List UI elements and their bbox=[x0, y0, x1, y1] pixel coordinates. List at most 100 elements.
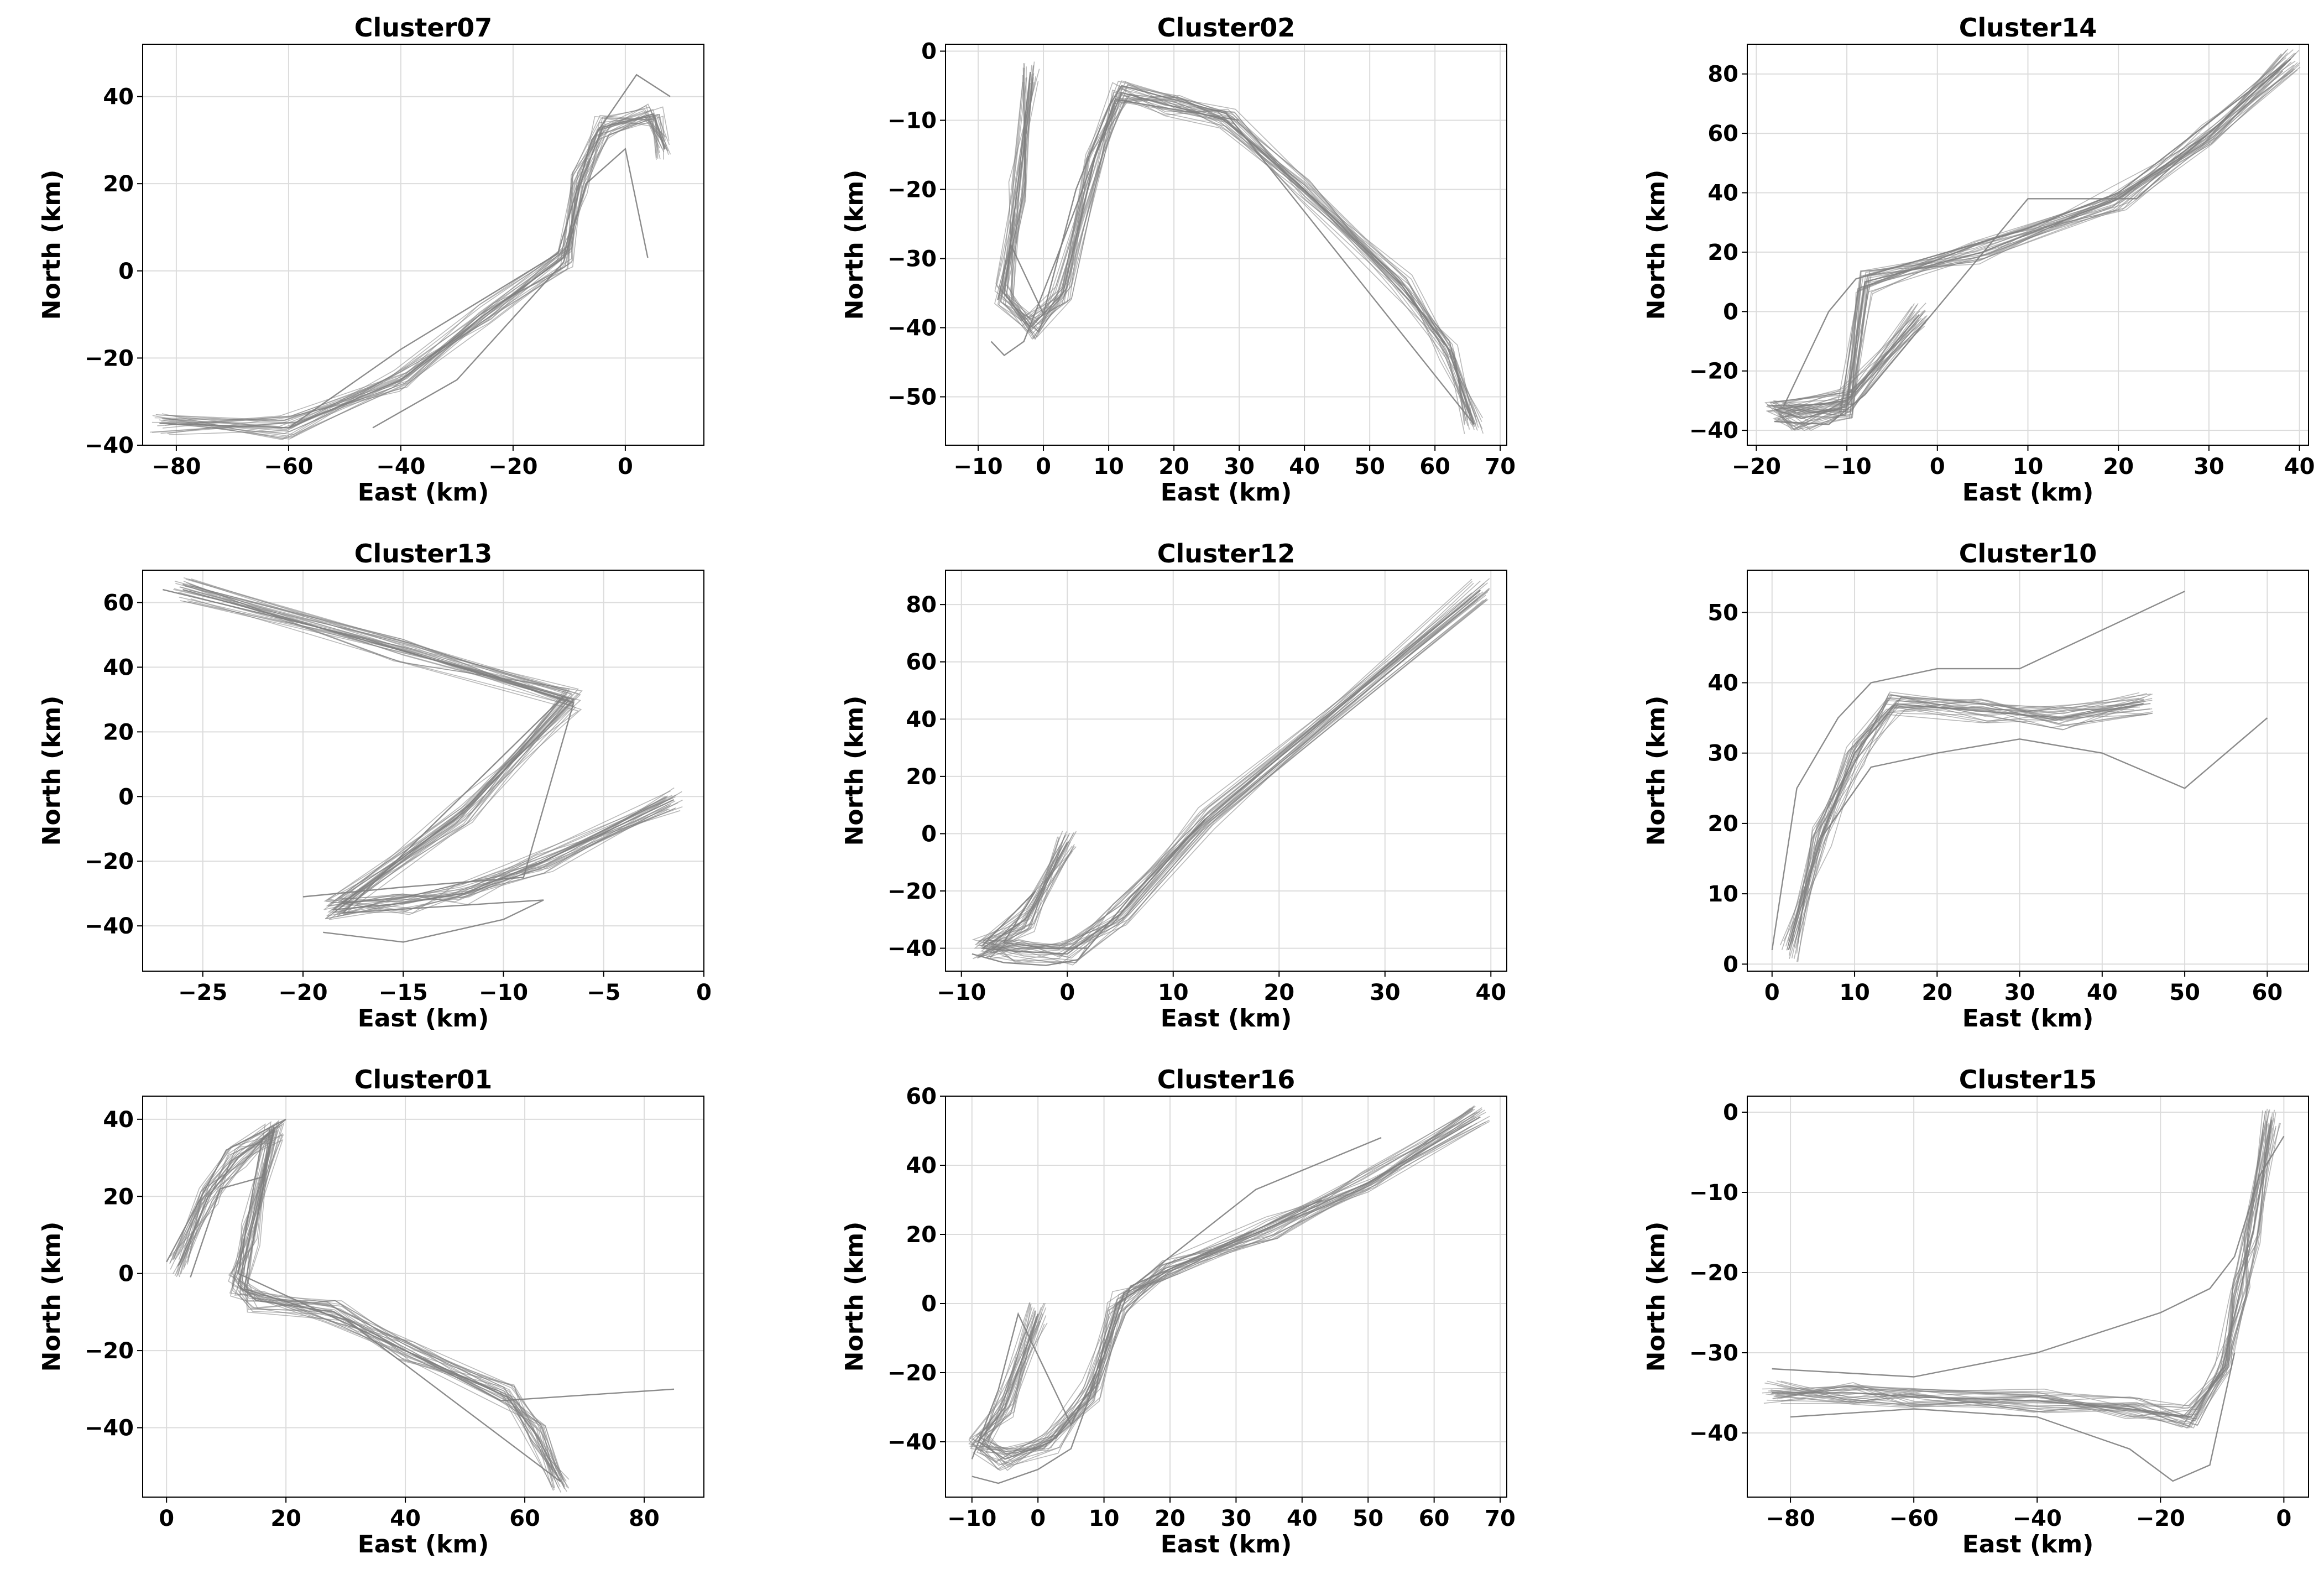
trajectory-line bbox=[1775, 1128, 2276, 1422]
trajectory-line bbox=[1773, 1118, 2272, 1408]
trajectory-line bbox=[186, 582, 670, 916]
trajectory-line bbox=[1792, 697, 2153, 943]
trajectory-line bbox=[988, 580, 1481, 950]
y-tick-label: −20 bbox=[887, 879, 937, 904]
series-line-upper-bound bbox=[997, 85, 1475, 425]
trajectory-line bbox=[1788, 695, 2153, 956]
x-tick-label: 0 bbox=[1036, 454, 1051, 479]
y-tick-label: 40 bbox=[103, 655, 134, 680]
trajectory-line bbox=[179, 596, 676, 907]
y-tick-label: −40 bbox=[887, 316, 937, 341]
trajectory-line bbox=[179, 1134, 566, 1486]
trajectory-line bbox=[1789, 697, 2151, 960]
trajectory-line bbox=[172, 1133, 567, 1492]
x-tick-label: 30 bbox=[2004, 980, 2035, 1005]
plot-frame bbox=[142, 1096, 704, 1498]
x-tick-label: 10 bbox=[1089, 1506, 1120, 1531]
trajectory-line bbox=[985, 1107, 1474, 1455]
x-tick-label: 20 bbox=[1921, 980, 1952, 1005]
trajectory-line bbox=[1005, 66, 1469, 426]
trajectory-line bbox=[1785, 694, 2153, 947]
y-axis-label: North (km) bbox=[38, 170, 66, 320]
y-tick-label: −20 bbox=[85, 849, 134, 874]
trajectory-line bbox=[1764, 1111, 2266, 1429]
trajectory-line bbox=[180, 586, 673, 917]
x-tick-label: 0 bbox=[159, 1506, 174, 1531]
x-tick-label: 40 bbox=[1475, 980, 1506, 1005]
plot-frame bbox=[945, 44, 1507, 446]
series-line-upper-bound bbox=[982, 890, 1089, 949]
series-line-lower-bound bbox=[1821, 717, 2268, 838]
y-axis-label: North (km) bbox=[1642, 170, 1670, 320]
panel-title: Cluster02 bbox=[1157, 13, 1296, 43]
x-tick-label: −20 bbox=[488, 454, 537, 479]
trajectory-line bbox=[1790, 697, 2146, 951]
trajectory-line bbox=[972, 1119, 1490, 1471]
y-tick-label: −40 bbox=[887, 936, 937, 962]
y-tick-label: −40 bbox=[85, 1416, 134, 1441]
y-tick-label: −30 bbox=[1689, 1341, 1738, 1366]
y-tick-label: −20 bbox=[85, 1338, 134, 1364]
x-tick-label: 0 bbox=[696, 980, 712, 1005]
x-tick-label: 10 bbox=[1839, 980, 1870, 1005]
x-tick-label: 50 bbox=[1352, 1506, 1383, 1531]
y-tick-label: 20 bbox=[1707, 811, 1738, 837]
trajectory-line bbox=[177, 1125, 570, 1489]
series-line-lower-bound bbox=[323, 696, 565, 943]
x-tick-label: 30 bbox=[2194, 454, 2224, 479]
trajectory-line bbox=[1767, 1127, 2273, 1406]
y-tick-label: 20 bbox=[906, 1222, 937, 1248]
trajectory-line bbox=[1795, 695, 2144, 941]
trajectory-line bbox=[1780, 1131, 2271, 1418]
trajectory-line bbox=[190, 598, 667, 920]
series-line-lower-bound bbox=[990, 98, 1240, 357]
trajectory-line bbox=[191, 578, 666, 913]
x-tick-label: −20 bbox=[2136, 1506, 2185, 1531]
trajectory-line bbox=[185, 578, 682, 910]
trajectory-line bbox=[1777, 1123, 2270, 1429]
panel-cluster13: −25 −20 −15 −10 −5 0 −40 −20 0 20 40 60 Cluster13 Eas… bbox=[38, 539, 712, 1033]
panel-cluster02: −10 0 10 20 30 40 50 60 70 −50 −40 −30 −20 −10 0 Cluste… bbox=[840, 13, 1516, 507]
plot-frame bbox=[945, 570, 1507, 972]
trajectory-line bbox=[1780, 1124, 2268, 1427]
trajectory-line bbox=[985, 1107, 1482, 1457]
series-line-representative bbox=[1774, 59, 2291, 419]
series-line-lower-bound bbox=[1774, 59, 2291, 425]
panel-cluster16: −10 0 10 20 30 40 50 60 70 −40 −20 0 20 40 60 Cluster16… bbox=[840, 1065, 1516, 1558]
trajectory-line bbox=[985, 591, 1484, 959]
trajectory-line bbox=[182, 583, 676, 906]
trajectory-line bbox=[1791, 706, 2140, 958]
trajectory-line bbox=[1779, 57, 2286, 431]
y-tick-label: 10 bbox=[1707, 882, 1738, 907]
series-line-representative bbox=[977, 1116, 1481, 1460]
series-line-representative bbox=[980, 590, 1481, 955]
trajectory-line bbox=[182, 584, 669, 909]
trajectory-line bbox=[175, 583, 670, 908]
y-tick-label: −40 bbox=[1689, 418, 1738, 444]
y-tick-label: 60 bbox=[1707, 121, 1738, 147]
trajectory-line bbox=[176, 1135, 565, 1489]
y-tick-label: 60 bbox=[906, 1084, 937, 1109]
trajectory-line bbox=[981, 592, 1472, 956]
trajectory-line bbox=[1787, 694, 2153, 946]
trajectory-line bbox=[160, 103, 671, 434]
trajectory-line bbox=[1771, 1123, 2264, 1409]
x-tick-label: 30 bbox=[1221, 1506, 1252, 1531]
trajectory-line bbox=[968, 1121, 1486, 1453]
x-tick-label: −10 bbox=[937, 980, 986, 1005]
trajectory-line bbox=[1773, 1111, 2266, 1426]
x-tick-label: −10 bbox=[947, 1506, 996, 1531]
x-tick-label: 40 bbox=[1287, 1506, 1318, 1531]
x-tick-label: 40 bbox=[1289, 454, 1320, 479]
trajectory-line bbox=[977, 578, 1490, 963]
trajectory-line bbox=[161, 108, 669, 439]
trajectory-line bbox=[174, 581, 667, 914]
trajectory-line bbox=[981, 581, 1473, 950]
x-tick-label: 40 bbox=[2284, 454, 2315, 479]
x-axis-label: East (km) bbox=[1962, 1530, 2094, 1558]
x-tick-label: −80 bbox=[1766, 1506, 1815, 1531]
x-axis-label: East (km) bbox=[1962, 478, 2094, 507]
trajectory-line bbox=[1776, 1129, 2264, 1422]
x-axis-label: East (km) bbox=[1161, 1530, 1292, 1558]
x-tick-label: −60 bbox=[1889, 1506, 1939, 1531]
